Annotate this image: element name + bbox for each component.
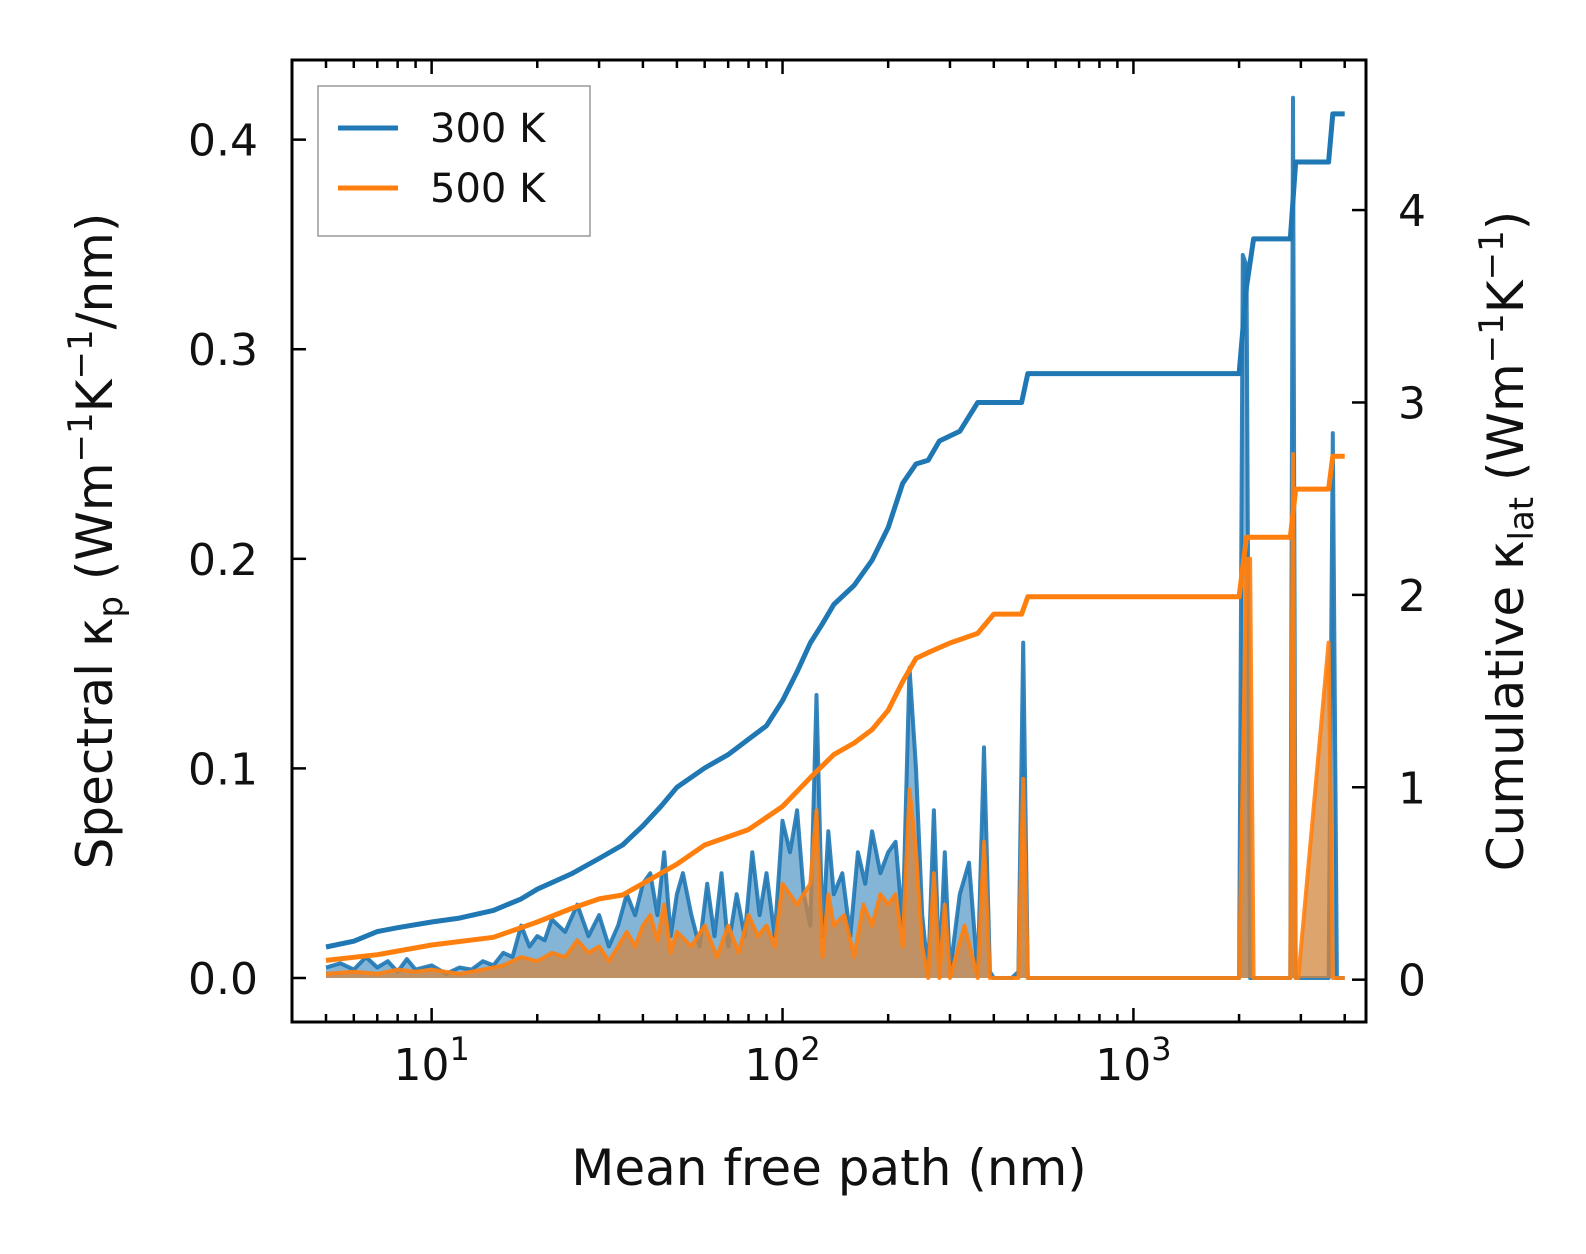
y-left-tick-label: 0.2 (188, 535, 258, 586)
y-right-tick-label: 2 (1398, 571, 1426, 622)
x-tick-label: 102 (744, 1030, 820, 1091)
x-axis-title: Mean free path (nm) (571, 1139, 1087, 1197)
y-right-tick-label: 0 (1398, 956, 1426, 1007)
plot-frame (290, 58, 1368, 1024)
x-tick-label: 103 (1095, 1030, 1171, 1091)
y-left-tick-label: 0.3 (188, 325, 258, 376)
y-right-tick-label: 4 (1398, 186, 1426, 237)
y-right-tick-label: 1 (1398, 763, 1426, 814)
cumulative-500k-line (325, 453, 1345, 963)
spectral-500k-line (325, 452, 1345, 980)
legend-box (317, 85, 591, 237)
y-left-tick-label: 0.0 (188, 954, 258, 1005)
spectral-500k-area (326, 454, 1345, 978)
cumulative-300k-line (325, 111, 1345, 950)
spectral-fills (325, 95, 1345, 980)
tick-labels: 101 102 103 0.0 0.1 0.2 0.3 0.4 0 1 2 3 4 (188, 116, 1426, 1091)
legend: 300 K 500 K (317, 85, 591, 237)
legend-label-300k: 300 K (430, 106, 547, 152)
y-left-tick-label: 0.1 (188, 744, 258, 795)
right-axis-title: Cumulative κlat (Wm−1K−1) (1472, 211, 1542, 871)
legend-label-500k: 500 K (430, 166, 547, 212)
x-tick-label: 101 (393, 1030, 469, 1091)
cumulative-lines (325, 111, 1345, 963)
y-left-tick-label: 0.4 (188, 116, 258, 167)
left-axis-title: Spectral κp (Wm−1K−1/nm) (61, 213, 131, 870)
y-right-tick-label: 3 (1398, 378, 1426, 429)
spectral-300k-line (325, 95, 1345, 980)
